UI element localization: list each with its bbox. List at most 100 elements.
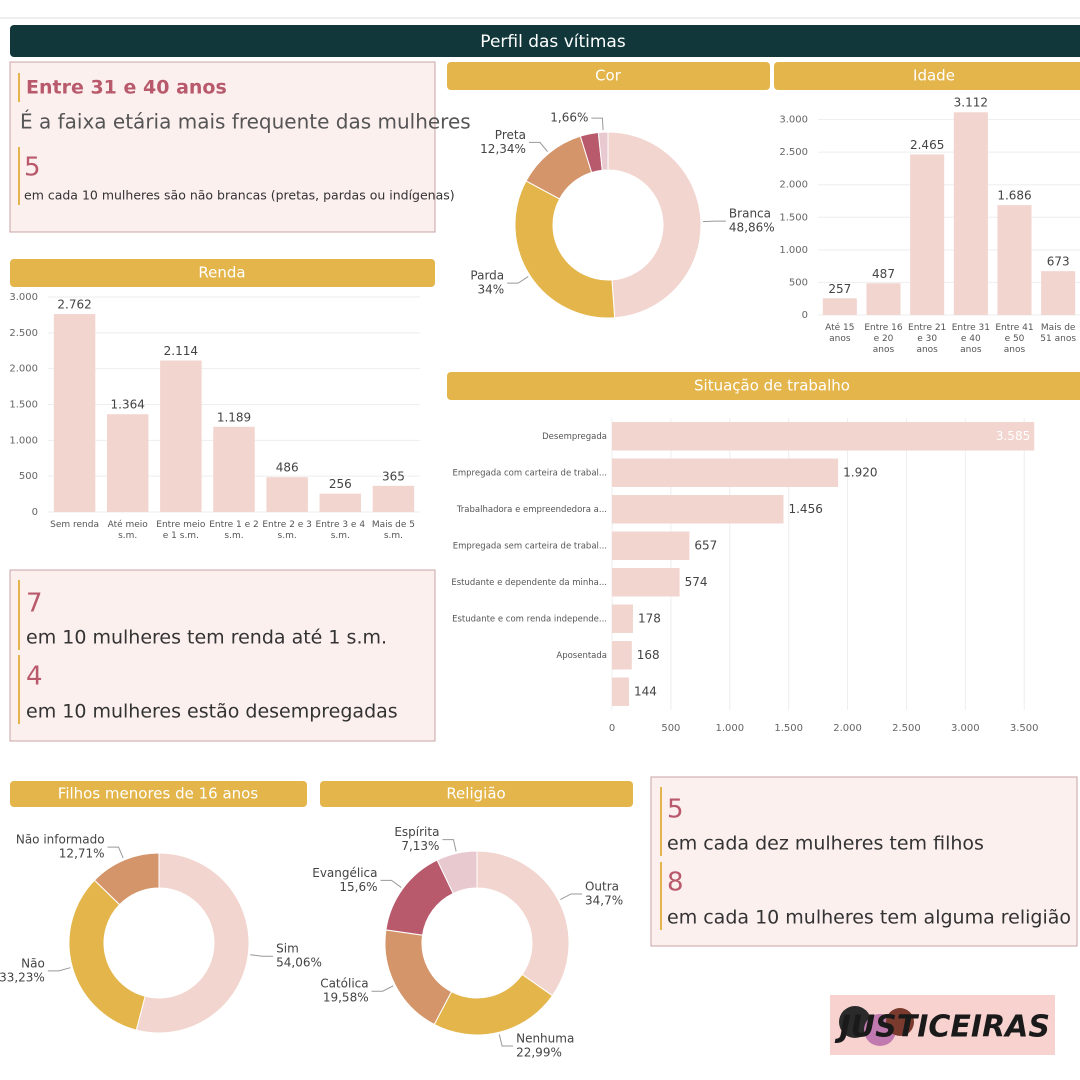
value-label: 1.189 bbox=[217, 410, 251, 424]
slice-label: Branca bbox=[729, 207, 771, 221]
slice-value: 12,34% bbox=[480, 142, 526, 156]
card-number: Entre 31 e 40 anos bbox=[26, 77, 227, 99]
y-tick-label: 3.000 bbox=[9, 292, 38, 303]
x-tick-label: Entre 41 e 50 anos bbox=[995, 323, 1033, 355]
slice-label: Católica bbox=[320, 977, 368, 991]
slice-label: Espírita bbox=[394, 825, 439, 839]
chart-header bbox=[774, 62, 1080, 90]
bar bbox=[822, 298, 857, 315]
slice bbox=[135, 852, 250, 1034]
y-tick-label: 0 bbox=[802, 310, 808, 321]
x-tick-label: 2.000 bbox=[833, 723, 862, 734]
value-label: 1.364 bbox=[111, 398, 145, 412]
value-label: 2.465 bbox=[910, 138, 944, 152]
bar bbox=[997, 205, 1032, 315]
slice-label: Preta bbox=[495, 128, 526, 142]
value-label: 657 bbox=[694, 538, 717, 552]
y-tick-label: 2.000 bbox=[779, 180, 808, 191]
slice bbox=[93, 852, 160, 906]
y-tick-label: 2.500 bbox=[9, 328, 38, 339]
slice bbox=[68, 879, 146, 1031]
slice-label: Parda bbox=[470, 269, 504, 283]
title-bar bbox=[10, 25, 1080, 57]
bar bbox=[213, 426, 255, 512]
y-tick-label: 1.000 bbox=[779, 245, 808, 256]
leader-line bbox=[107, 846, 124, 859]
bar bbox=[53, 314, 96, 512]
value-label: 178 bbox=[638, 611, 661, 625]
x-tick-label: Entre meio e 1 s.m. bbox=[156, 520, 206, 541]
value-label: 3.585 bbox=[996, 429, 1030, 443]
x-tick-label: Sem renda bbox=[50, 520, 99, 530]
x-tick-label: Até meio s.m. bbox=[108, 519, 149, 541]
bar bbox=[953, 112, 988, 316]
top-strip bbox=[0, 0, 1080, 18]
y-tick-label: 1.000 bbox=[9, 435, 38, 446]
x-tick-label: 0 bbox=[609, 723, 615, 734]
chart-header bbox=[447, 372, 1080, 400]
value-label: 365 bbox=[382, 469, 405, 483]
value-label: 2.114 bbox=[164, 344, 198, 358]
leader-line bbox=[47, 967, 71, 972]
leader-line bbox=[528, 141, 548, 153]
y-tick-label: 1.500 bbox=[779, 212, 808, 223]
card-number: 8 bbox=[667, 868, 684, 898]
slice-value: 1,66% bbox=[550, 111, 588, 125]
slice-label: Nenhuma bbox=[516, 1031, 574, 1045]
leader-line bbox=[560, 893, 582, 900]
slice-value: 12,71% bbox=[59, 847, 105, 861]
slice bbox=[433, 973, 554, 1036]
x-tick-label: Mais de 51 anos bbox=[1040, 323, 1076, 344]
bar bbox=[612, 604, 633, 633]
x-tick-label: Entre 3 e 4 s.m. bbox=[316, 520, 366, 541]
chart-title: Situação de trabalho bbox=[694, 377, 850, 395]
y-tick-label: Estudante e com renda independe... bbox=[452, 614, 607, 624]
x-tick-label: 1.000 bbox=[715, 723, 744, 734]
slice bbox=[607, 131, 702, 319]
chart-header bbox=[10, 781, 307, 807]
value-label: 1.686 bbox=[997, 189, 1031, 203]
bar bbox=[612, 531, 690, 560]
slice-value: 34% bbox=[477, 283, 504, 297]
value-label: 1.920 bbox=[843, 465, 877, 479]
chart-header bbox=[447, 62, 770, 90]
bar bbox=[866, 283, 901, 315]
x-tick-label: 500 bbox=[661, 723, 680, 734]
value-label: 487 bbox=[872, 267, 895, 281]
slice-value: 19,58% bbox=[323, 991, 369, 1005]
bar bbox=[612, 677, 629, 706]
chart-title: Renda bbox=[198, 264, 245, 282]
card bbox=[9, 569, 436, 742]
card-text: em 10 mulheres estão desempregadas bbox=[26, 701, 398, 723]
value-label: 1.456 bbox=[788, 502, 822, 516]
slice-label: Outra bbox=[585, 879, 619, 893]
slice-value: 33,23% bbox=[0, 970, 45, 984]
leader-line bbox=[442, 839, 457, 852]
x-tick-label: Entre 16 e 20 anos bbox=[864, 323, 903, 355]
card bbox=[9, 61, 436, 233]
chart-title: Idade bbox=[913, 67, 955, 85]
bar bbox=[612, 458, 839, 487]
x-tick-label: 3.500 bbox=[1010, 723, 1039, 734]
bar bbox=[612, 568, 680, 597]
value-label: 673 bbox=[1047, 255, 1070, 269]
x-tick-label: Entre 2 e 3 s.m. bbox=[262, 520, 312, 541]
x-tick-label: Entre 1 e 2 s.m. bbox=[209, 520, 259, 541]
bar bbox=[160, 360, 202, 512]
x-tick-label: 2.500 bbox=[892, 723, 921, 734]
slice-value: 22,99% bbox=[516, 1045, 562, 1059]
slice-value: 54,06% bbox=[276, 956, 322, 970]
card-text: em 10 mulheres tem renda até 1 s.m. bbox=[26, 627, 387, 649]
leader-line bbox=[591, 117, 604, 131]
card-text: É a faixa etária mais frequente das mulh… bbox=[20, 110, 471, 134]
logo-icon bbox=[839, 1006, 871, 1038]
bar bbox=[612, 641, 632, 670]
card bbox=[650, 776, 1078, 947]
bar bbox=[372, 485, 415, 512]
card-number: 5 bbox=[24, 153, 41, 183]
slice bbox=[514, 180, 616, 319]
x-tick-label: 1.500 bbox=[774, 723, 803, 734]
chart-title: Cor bbox=[595, 67, 622, 85]
card-number: 4 bbox=[26, 662, 43, 692]
